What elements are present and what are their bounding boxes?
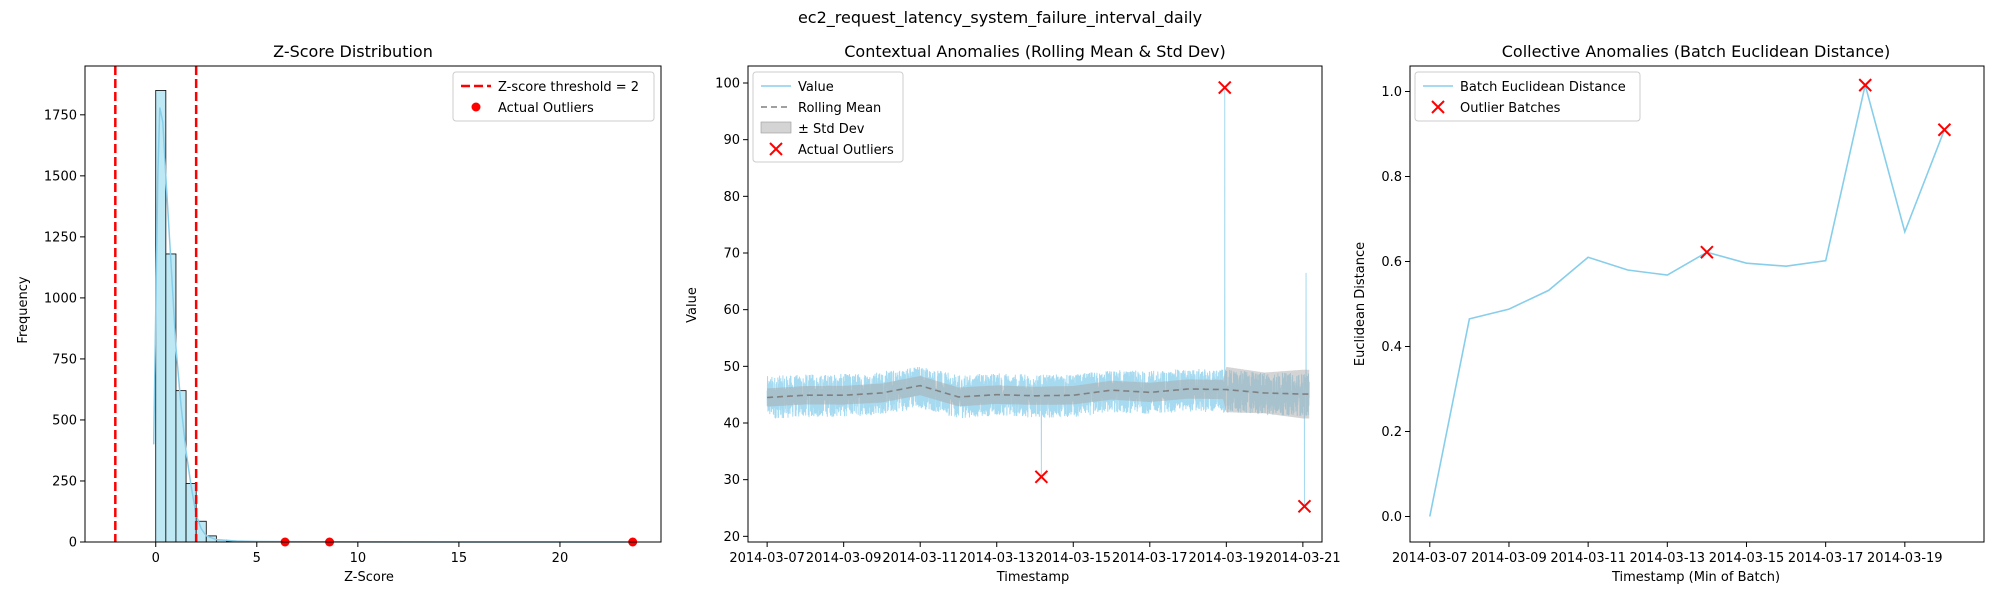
rolling-mean-line <box>767 384 1310 399</box>
std-dev-band <box>767 366 1310 419</box>
panel1-title: Z-Score Distribution <box>273 42 433 61</box>
panel1-xtick-3-label: 15 <box>451 551 468 566</box>
panel2-ytick-4-label: 60 <box>723 303 740 318</box>
panel2-legend: Value Rolling Mean ± Std Dev Actual Outlier… <box>752 71 904 163</box>
panel1-xtick-1-label: 5 <box>253 551 261 566</box>
panel3-ytick-3-label: 0.6 <box>1381 255 1402 270</box>
panel2-xtick-6-label: 2014-03-19 <box>1189 551 1265 566</box>
panel1-ytick-7-label: 1750 <box>44 108 77 123</box>
legend-outlier-batch-label: Outlier Batches <box>1460 101 1561 116</box>
panel1-axes-frame <box>84 65 662 543</box>
panel1-ylabel: Frequency <box>16 276 31 343</box>
panel-collective-anomalies: Collective Anomalies (Batch Euclidean Di… <box>1353 42 1985 585</box>
legend-outlier-label: Actual Outliers <box>798 143 894 158</box>
panel2-ytick-1-label: 30 <box>723 473 740 488</box>
histogram-bar-1 <box>165 253 177 543</box>
panel1-plot-area: 0 5 10 15 20 0 250 500 750 1000 1250 1500 1750 <box>44 65 662 566</box>
figure-suptitle: ec2_request_latency_system_failure_inter… <box>798 8 1202 28</box>
legend-threshold-label: Z-score threshold = 2 <box>498 80 639 95</box>
panel2-ylabel: Value <box>685 287 700 323</box>
panel3-title: Collective Anomalies (Batch Euclidean Di… <box>1502 42 1891 61</box>
panel2-ytick-5-label: 70 <box>723 247 740 262</box>
panel1-ytick-6-label: 1500 <box>44 169 77 184</box>
panel-zscore-distribution: Z-Score Distribution Z-Score Frequency 0… <box>16 42 662 585</box>
panel2-legend-box <box>752 71 904 163</box>
panel1-xtick-2-label: 10 <box>350 551 367 566</box>
panel1-legend-box <box>452 71 655 122</box>
panel1-ytick-5-label: 1250 <box>44 230 77 245</box>
panel-contextual-anomalies: Contextual Anomalies (Rolling Mean & Std… <box>685 42 1341 585</box>
panel2-axes-frame <box>747 65 1323 543</box>
panel3-ytick-1-label: 0.2 <box>1381 425 1402 440</box>
panel3-ylabel: Euclidean Distance <box>1353 242 1368 366</box>
legend-rolling-label: Rolling Mean <box>798 101 881 116</box>
panel2-plot-area: 2014-03-07 2014-03-09 2014-03-11 2014-03-13… <box>715 65 1341 566</box>
legend-std-label: ± Std Dev <box>798 122 865 137</box>
panel1-ytick-3-label: 750 <box>52 352 77 367</box>
panel3-plot-area: 2014-03-07 2014-03-09 2014-03-11 2014-03-13… <box>1381 65 1985 566</box>
panel3-legend-box <box>1414 71 1641 122</box>
panel1-legend: Z-score threshold = 2 Actual Outliers <box>452 71 655 122</box>
panel2-ytick-2-label: 40 <box>723 417 740 432</box>
outlier-marker-1 <box>1218 80 1232 95</box>
panel3-legend: Batch Euclidean Distance Outlier Batches <box>1414 71 1641 122</box>
outlier-batch-marker-0 <box>1700 245 1714 259</box>
panel1-ytick-2-label: 500 <box>52 413 77 428</box>
panel2-ytick-6-label: 80 <box>723 190 740 205</box>
panel1-xtick-4-label: 20 <box>552 551 569 566</box>
panel2-xtick-1-label: 2014-03-09 <box>806 551 882 566</box>
panel3-axes-frame <box>1409 65 1985 543</box>
panel2-xtick-7-label: 2014-03-21 <box>1265 551 1341 566</box>
panel3-xtick-2-label: 2014-03-11 <box>1550 551 1626 566</box>
panel3-ytick-4-label: 0.8 <box>1381 170 1402 185</box>
outlier-marker-0 <box>1034 470 1049 484</box>
histogram-bar-4 <box>195 520 207 543</box>
outlier-marker-2 <box>1297 499 1312 514</box>
histogram-bar-2 <box>175 390 187 543</box>
panel2-xtick-5-label: 2014-03-17 <box>1112 551 1188 566</box>
legend-outlier-swatch <box>471 102 481 112</box>
legend-value-label: Value <box>798 80 834 95</box>
panel2-ytick-0-label: 20 <box>723 530 740 545</box>
panel2-xtick-3-label: 2014-03-13 <box>959 551 1035 566</box>
legend-std-swatch <box>760 121 792 134</box>
panel2-ytick-8-label: 100 <box>715 77 740 92</box>
panel1-xtick-0-label: 0 <box>152 551 160 566</box>
panel3-xtick-6-label: 2014-03-19 <box>1867 551 1943 566</box>
panel2-ytick-3-label: 50 <box>723 360 740 375</box>
panel1-ytick-1-label: 250 <box>52 474 77 489</box>
panel2-ytick-7-label: 90 <box>723 133 740 148</box>
legend-outlier-batch-swatch <box>1431 100 1445 114</box>
outlier-batch-marker-2 <box>1937 123 1952 137</box>
kde-curve <box>152 107 633 543</box>
panel3-xlabel: Timestamp (Min of Batch) <box>1611 570 1780 585</box>
panel3-ytick-2-label: 0.4 <box>1381 340 1402 355</box>
panel3-ytick-0-label: 0.0 <box>1381 510 1402 525</box>
euclidean-distance-line <box>1429 84 1946 517</box>
panel1-ytick-4-label: 1000 <box>44 291 77 306</box>
panel3-xtick-0-label: 2014-03-07 <box>1392 551 1468 566</box>
outlier-batch-marker-1 <box>1858 78 1872 92</box>
panel3-xtick-3-label: 2014-03-13 <box>1630 551 1706 566</box>
panel3-xtick-4-label: 2014-03-15 <box>1709 551 1785 566</box>
panel2-xtick-2-label: 2014-03-11 <box>882 551 958 566</box>
legend-outlier-label: Actual Outliers <box>498 101 594 116</box>
panel3-ytick-5-label: 1.0 <box>1381 85 1402 100</box>
panel2-xtick-0-label: 2014-03-07 <box>729 551 805 566</box>
legend-outlier-swatch <box>769 142 783 156</box>
legend-distance-label: Batch Euclidean Distance <box>1460 80 1626 95</box>
histogram-bar-3 <box>185 483 197 543</box>
panel1-xlabel: Z-Score <box>344 570 394 585</box>
panel2-xtick-4-label: 2014-03-15 <box>1035 551 1111 566</box>
panel3-xtick-5-label: 2014-03-17 <box>1788 551 1864 566</box>
panel2-title: Contextual Anomalies (Rolling Mean & Std… <box>844 42 1226 61</box>
panel1-ytick-0-label: 0 <box>69 536 77 551</box>
panel3-xtick-1-label: 2014-03-09 <box>1471 551 1547 566</box>
panel2-xlabel: Timestamp <box>996 570 1070 585</box>
